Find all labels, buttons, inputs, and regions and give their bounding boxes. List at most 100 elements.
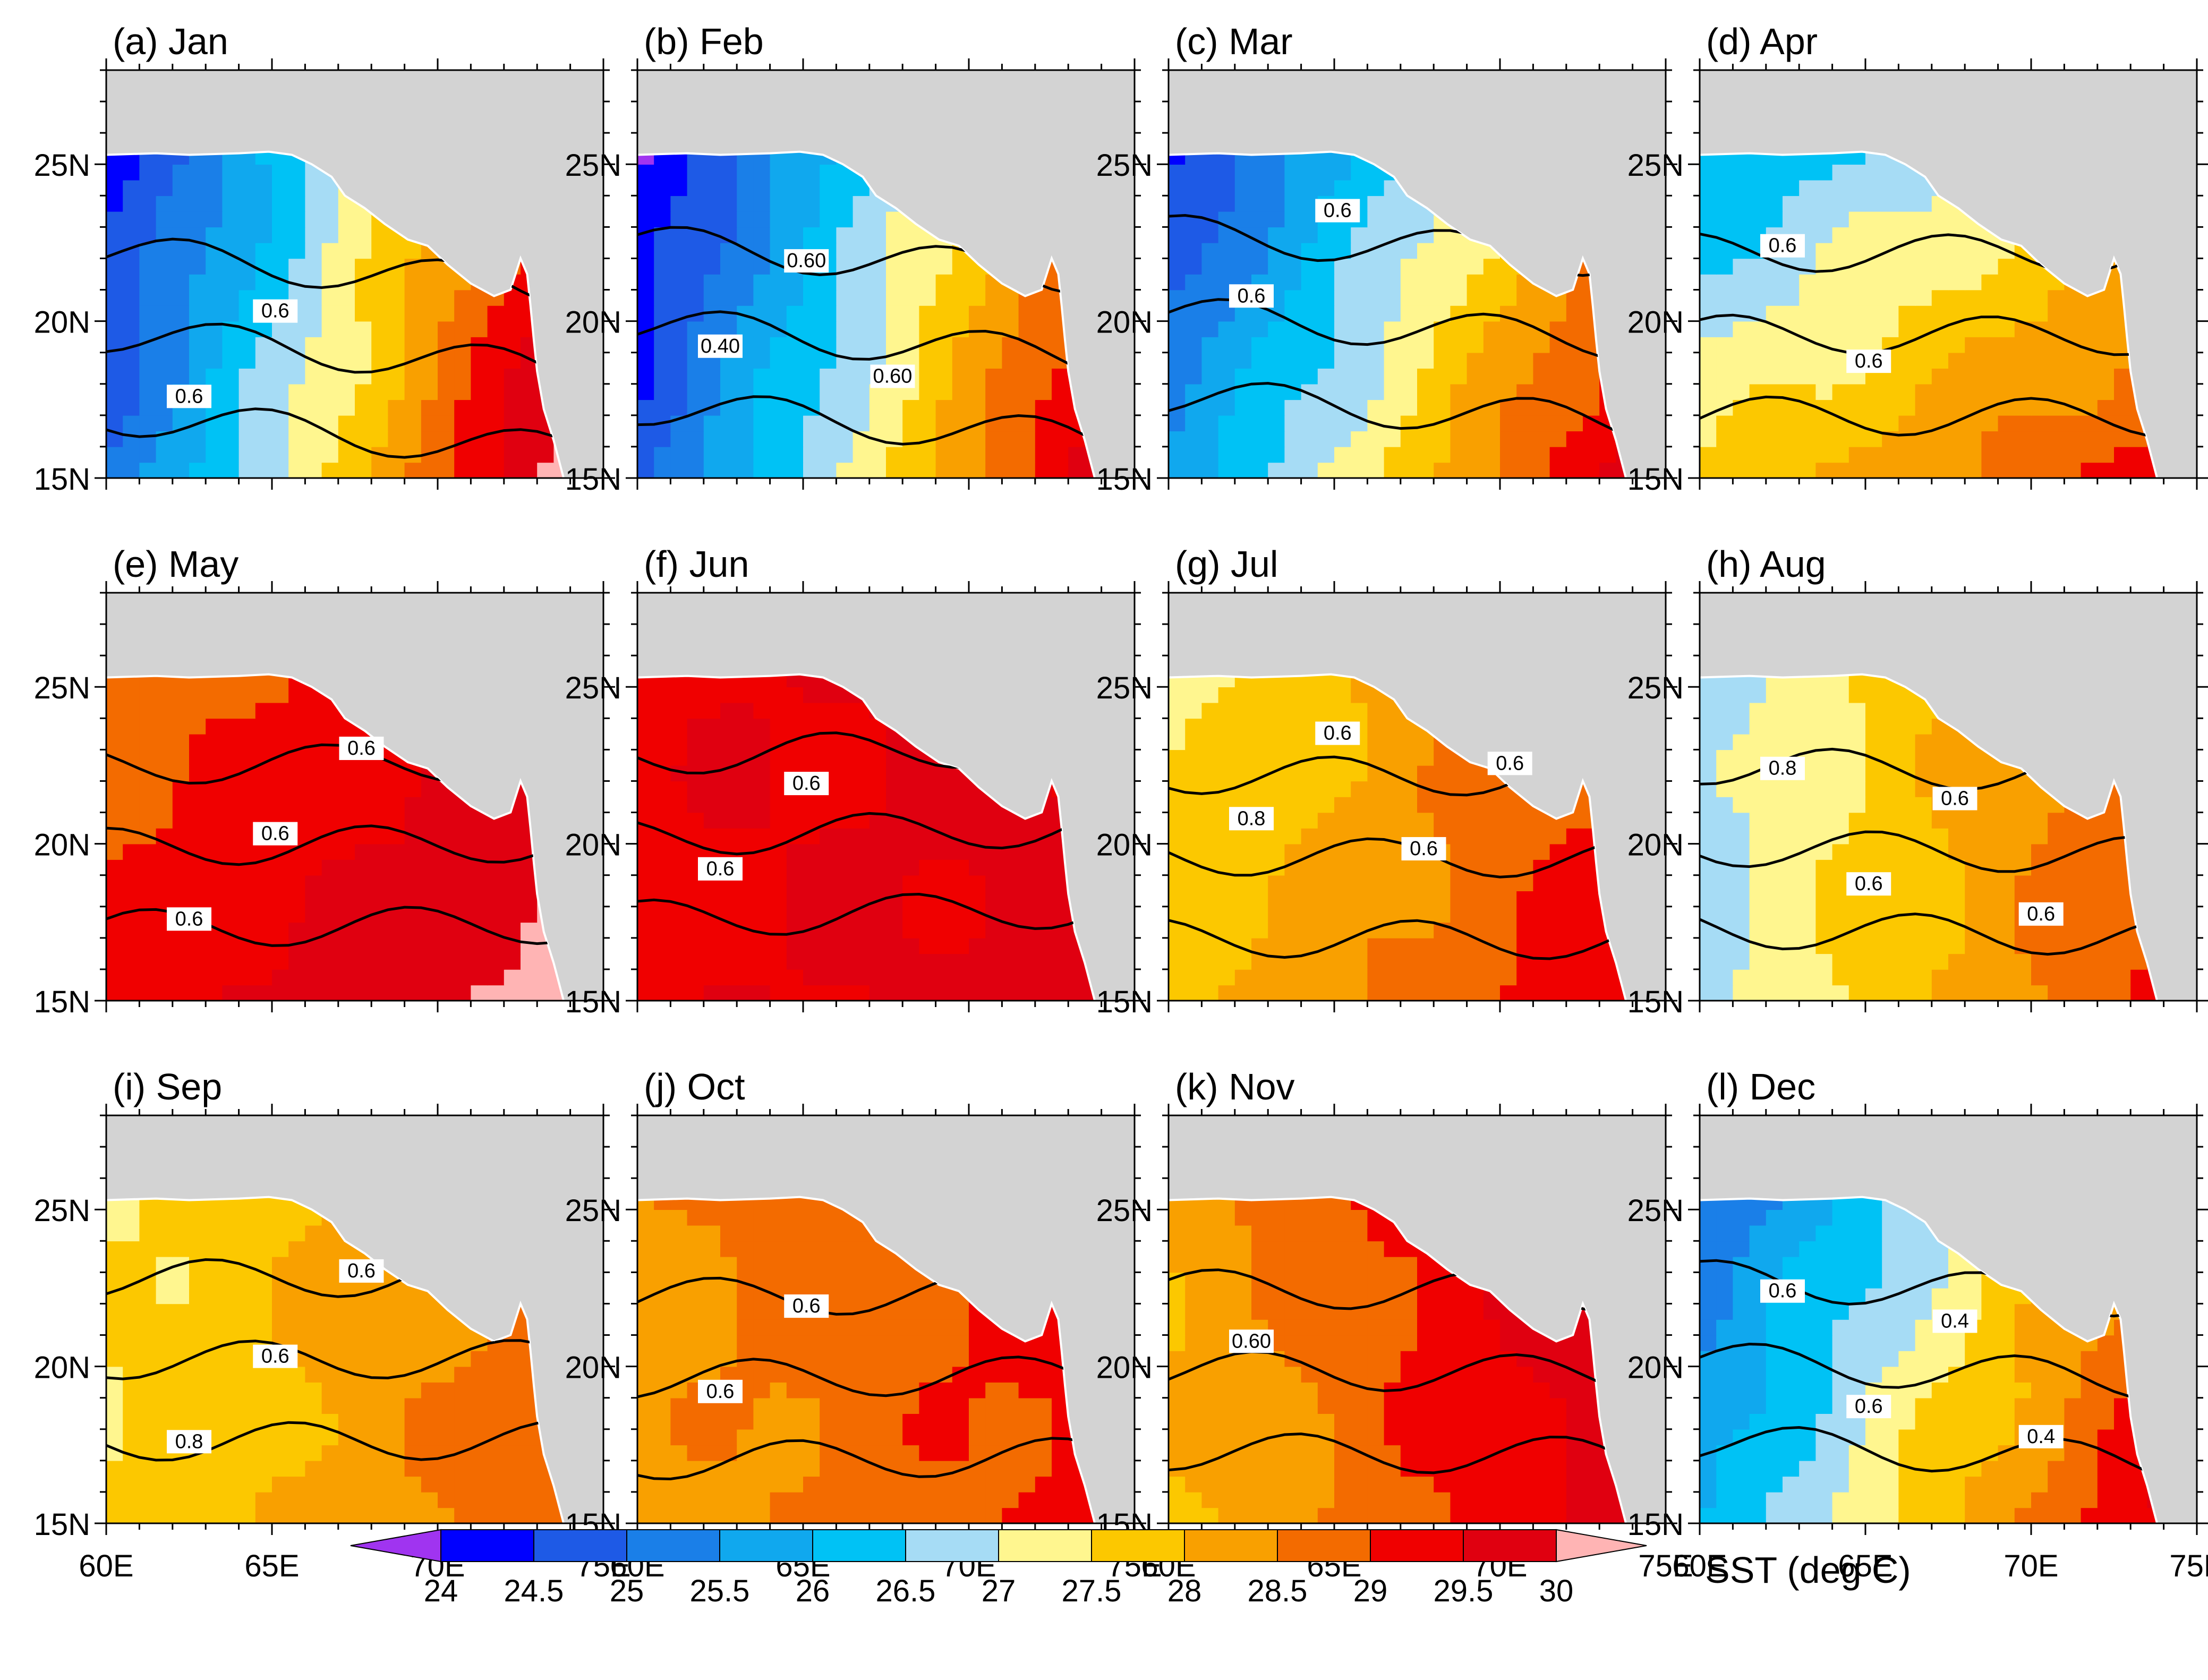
sst-cell (737, 797, 754, 813)
sst-cell (1832, 462, 1849, 479)
sst-cell (869, 859, 886, 876)
sst-cell (770, 446, 787, 463)
sst-cell (206, 274, 223, 291)
sst-cell (288, 687, 306, 703)
sst-cell (1268, 462, 1285, 479)
sst-cell (172, 305, 190, 322)
sst-cell (836, 781, 854, 797)
sst-cell (189, 859, 206, 876)
sst-cell (123, 164, 140, 181)
sst-cell (737, 431, 754, 447)
sst-cell (1948, 352, 1965, 369)
sst-cell (1301, 368, 1318, 385)
sst-cell (820, 859, 837, 876)
sst-cell (537, 462, 555, 479)
sst-cell (1434, 462, 1451, 479)
sst-cell (985, 985, 1003, 1001)
sst-cell (338, 462, 355, 479)
sst-cell (305, 812, 322, 829)
sst-cell (1334, 431, 1351, 447)
sst-cell (803, 211, 820, 228)
sst-cell (919, 859, 936, 876)
sst-cell (703, 446, 721, 463)
sst-cell (703, 180, 721, 197)
sst-cell (222, 431, 240, 447)
sst-cell (355, 843, 372, 860)
sst-cell (720, 368, 737, 385)
sst-cell (321, 399, 339, 416)
sst-cell (1334, 415, 1351, 432)
sst-cell (1201, 227, 1219, 243)
sst-cell (836, 922, 854, 939)
sst-cell (288, 227, 306, 243)
sst-cell (123, 702, 140, 719)
sst-cell (1783, 446, 1800, 463)
sst-cell (305, 399, 322, 416)
sst-cell (985, 922, 1003, 939)
contour-label: 0.60 (873, 365, 912, 387)
sst-cell (786, 151, 804, 165)
contour-label: 0.40 (701, 335, 740, 357)
sst-cell (637, 687, 654, 703)
sst-cell (1700, 383, 1717, 400)
sst-cell (703, 368, 721, 385)
sst-cell (1434, 258, 1451, 275)
sst-cell (355, 352, 372, 369)
sst-cell (172, 431, 190, 447)
sst-cell (836, 446, 854, 463)
sst-cell (1450, 383, 1468, 400)
sst-cell (338, 383, 355, 400)
sst-cell (2064, 289, 2082, 306)
sst-cell (1799, 180, 1817, 197)
sst-cell (836, 875, 854, 891)
sst-cell (123, 937, 140, 954)
sst-cell (1201, 368, 1219, 385)
sst-cell (139, 462, 157, 479)
sst-cell (139, 937, 157, 954)
contour-label: 0.6 (1324, 200, 1352, 222)
sst-cell (1218, 462, 1235, 479)
sst-cell (139, 891, 157, 907)
sst-cell (206, 875, 223, 891)
sst-cell (637, 765, 654, 782)
sst-cell (637, 274, 654, 291)
sst-cell (720, 953, 737, 970)
sst-cell (504, 969, 521, 986)
sst-cell (737, 462, 754, 479)
sst-cell (1516, 337, 1534, 353)
sst-cell (338, 937, 355, 954)
sst-cell (1201, 274, 1219, 291)
sst-cell (1848, 180, 1866, 197)
sst-cell (1417, 368, 1434, 385)
sst-cell (139, 289, 157, 306)
sst-cell (206, 781, 223, 797)
sst-cell (770, 828, 787, 845)
sst-cell (1035, 812, 1052, 829)
sst-cell (206, 687, 223, 703)
sst-cell (305, 242, 322, 259)
sst-cell (820, 734, 837, 751)
sst-cell (172, 242, 190, 259)
sst-cell (836, 289, 854, 306)
sst-cell (1500, 337, 1517, 353)
sst-cell (1516, 415, 1534, 432)
sst-cell (1998, 415, 2015, 432)
sst-cell (255, 195, 272, 212)
sst-cell (836, 891, 854, 907)
sst-cell (1549, 321, 1567, 337)
sst-cell (670, 749, 688, 766)
sst-cell (487, 368, 505, 385)
sst-cell (753, 828, 771, 845)
sst-cell (637, 718, 654, 735)
sst-cell (388, 305, 405, 322)
sst-cell (471, 906, 488, 923)
sst-cell (388, 937, 405, 954)
y-tick-label: 15N (34, 985, 90, 1019)
sst-cell (1832, 242, 1849, 259)
sst-cell (902, 985, 920, 1001)
sst-cell (2081, 352, 2098, 369)
sst-cell (1384, 242, 1401, 259)
sst-cell (1317, 462, 1335, 479)
sst-cell (504, 399, 521, 416)
